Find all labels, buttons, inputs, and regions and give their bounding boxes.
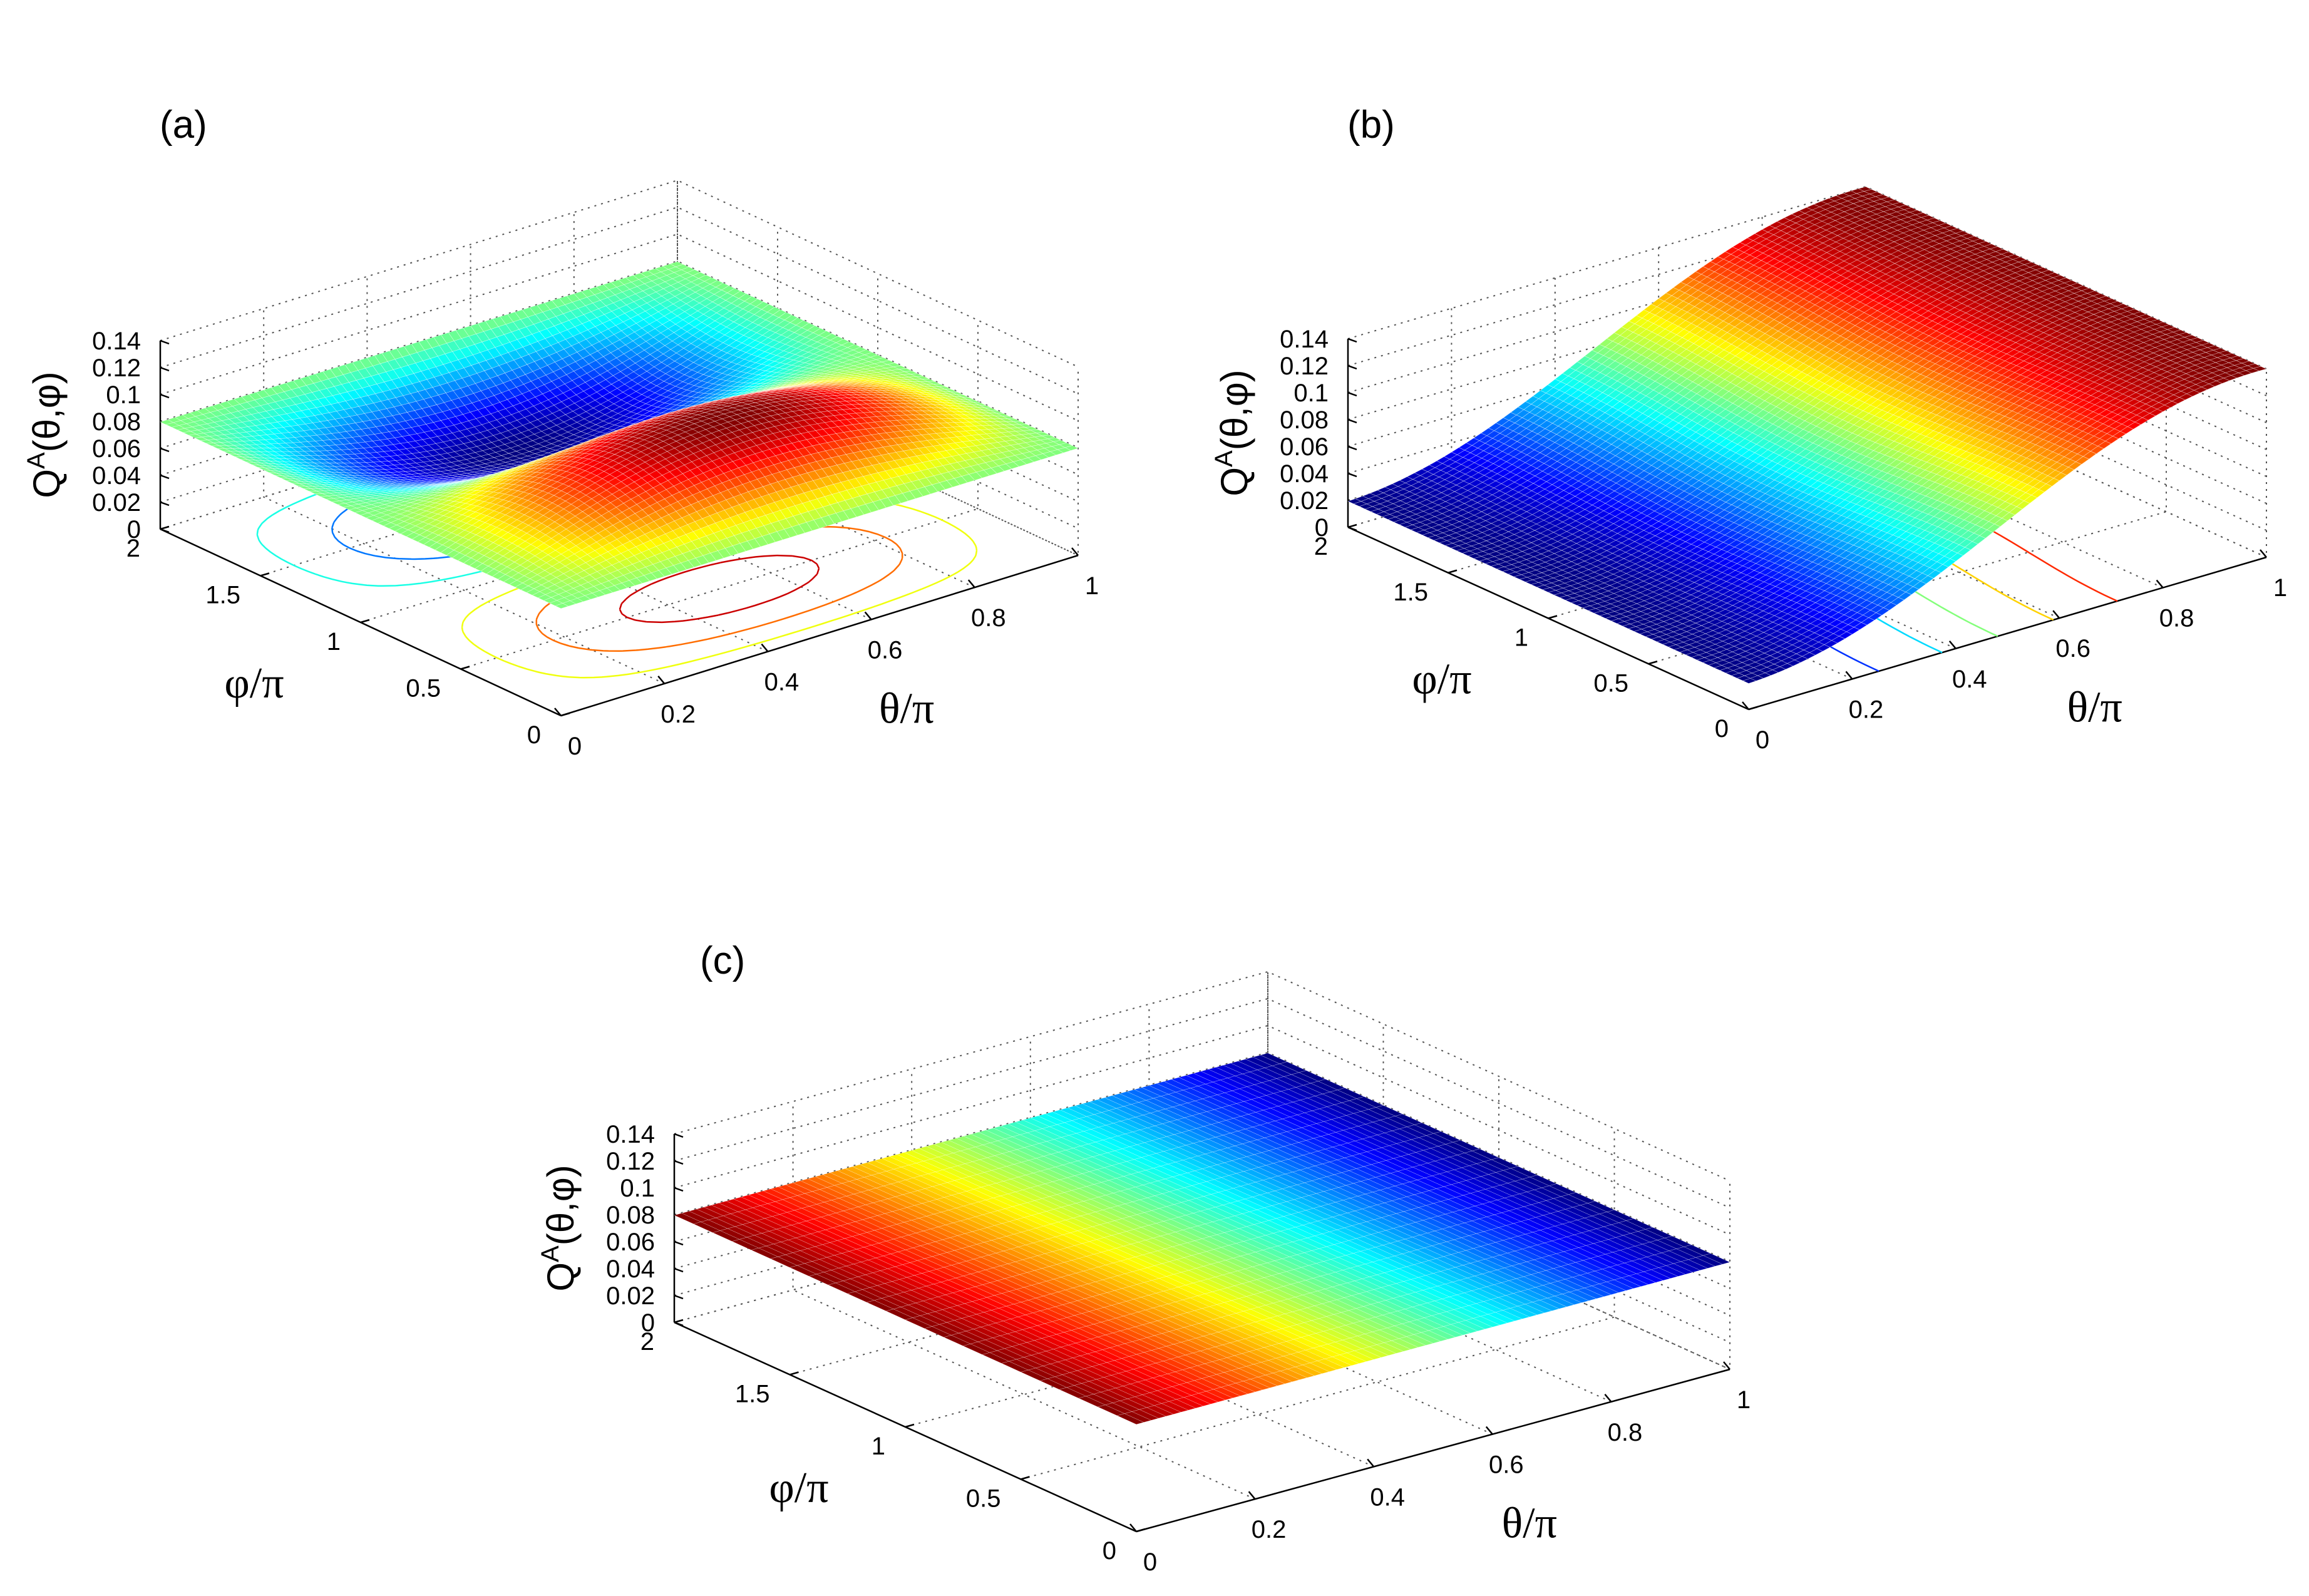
y-tick-mark — [460, 666, 470, 670]
y-tick-label: 2 — [126, 535, 140, 562]
grid-line — [160, 233, 1079, 421]
z-tick-mark — [160, 447, 170, 453]
x-tick-mark — [761, 643, 769, 652]
x-tick-mark — [657, 675, 666, 684]
z-tick-label: 0 — [127, 516, 141, 543]
z-axis-label: QA(θ,φ) — [23, 371, 68, 498]
z-tick-label: 0.02 — [92, 489, 141, 517]
z-tick-label: 0.08 — [92, 408, 141, 436]
x-tick-mark — [1071, 547, 1079, 556]
y-tick-label: 0.5 — [406, 675, 441, 703]
z-tick-mark — [160, 393, 170, 399]
z-tick-label: 0.14 — [92, 327, 141, 355]
tick-labels: 00.20.40.60.8100.511.5200.020.040.060.08… — [92, 327, 1099, 760]
grid-line — [160, 206, 1079, 394]
grid-line — [460, 320, 979, 670]
x-tick-label: 1 — [1085, 572, 1099, 600]
y-tick-mark — [560, 712, 570, 717]
grid-line — [160, 179, 1079, 368]
z-tick-mark — [160, 366, 170, 372]
z-tick-mark — [160, 501, 170, 507]
grid-line — [263, 308, 665, 684]
z-tick-label: 0.06 — [92, 435, 141, 463]
x-tick-label: 0.8 — [971, 604, 1006, 632]
x-tick-mark — [864, 611, 872, 620]
x-tick-label: 0 — [568, 733, 582, 760]
z-tick-mark — [160, 339, 170, 345]
contour-line — [619, 554, 820, 624]
grid-line — [160, 260, 1079, 448]
panel-label: (a) — [160, 103, 207, 147]
y-tick-mark — [260, 572, 270, 577]
z-tick-label: 0.1 — [106, 381, 141, 409]
y-tick-mark — [360, 619, 370, 624]
x-tick-mark — [554, 708, 562, 716]
y-tick-label: 0 — [527, 721, 541, 749]
y-tick-label: 1 — [327, 628, 341, 656]
x-tick-mark — [967, 579, 975, 589]
x-tick-label: 0.4 — [764, 669, 800, 696]
panel-a: 00.20.40.60.8100.511.5200.020.040.060.08… — [23, 103, 1099, 760]
y-axis-label: φ/π — [224, 659, 284, 708]
z-tick-label: 0.04 — [92, 462, 141, 490]
x-tick-label: 0.6 — [868, 636, 903, 664]
z-tick-mark — [160, 528, 170, 533]
z-tick-label: 0.12 — [92, 354, 141, 382]
surface — [160, 261, 1079, 609]
x-axis-line — [560, 554, 1079, 717]
y-tick-mark — [160, 525, 170, 530]
x-axis-label: θ/π — [879, 684, 934, 733]
x-tick-label: 0.2 — [661, 701, 696, 728]
y-tick-label: 1.5 — [205, 582, 240, 609]
panel-b: 00.20.40.60.8100.511.5200.020.040.060.08… — [1210, 103, 2287, 754]
z-tick-mark — [160, 474, 170, 480]
